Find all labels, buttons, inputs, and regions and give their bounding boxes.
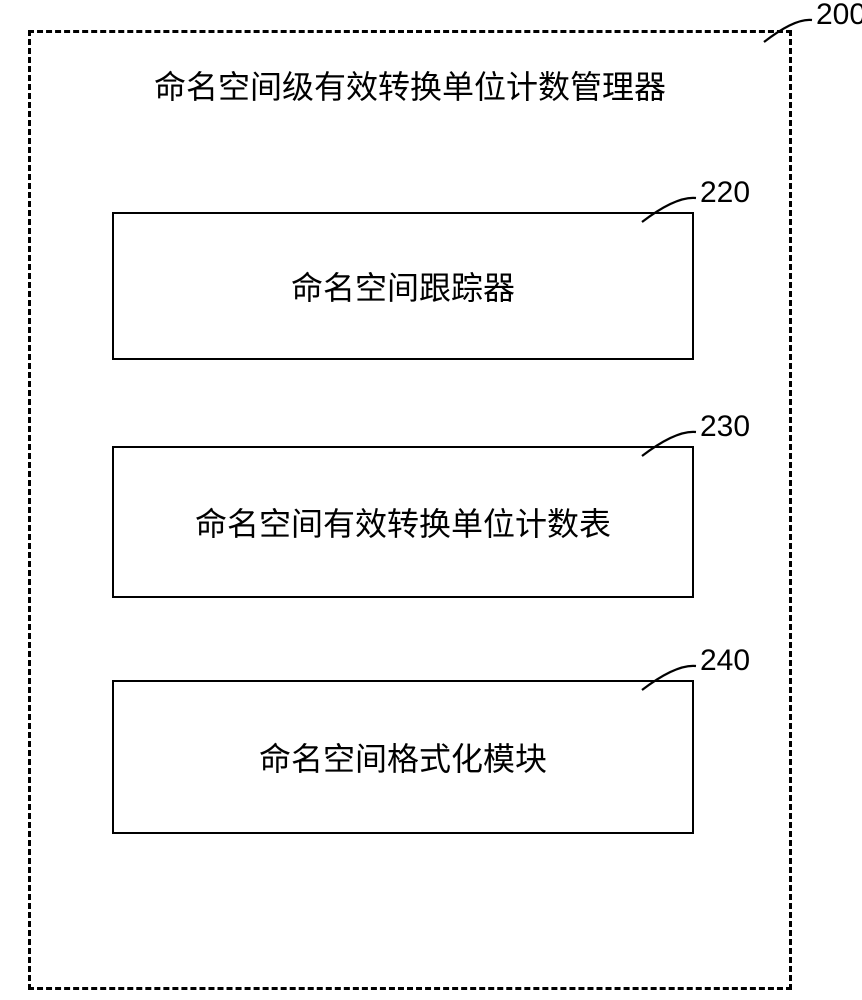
box-220-label: 命名空间跟踪器 — [291, 263, 515, 309]
box-240: 命名空间格式化模块 — [112, 680, 694, 834]
ref-label-200: 200 — [816, 0, 862, 32]
ref-label-220: 220 — [700, 176, 750, 210]
diagram-title: 命名空间级有效转换单位计数管理器 — [28, 62, 792, 108]
box-220: 命名空间跟踪器 — [112, 212, 694, 360]
ref-label-230: 230 — [700, 410, 750, 444]
ref-label-240: 240 — [700, 644, 750, 678]
box-230: 命名空间有效转换单位计数表 — [112, 446, 694, 598]
box-240-label: 命名空间格式化模块 — [259, 734, 547, 780]
box-230-label: 命名空间有效转换单位计数表 — [195, 499, 611, 545]
